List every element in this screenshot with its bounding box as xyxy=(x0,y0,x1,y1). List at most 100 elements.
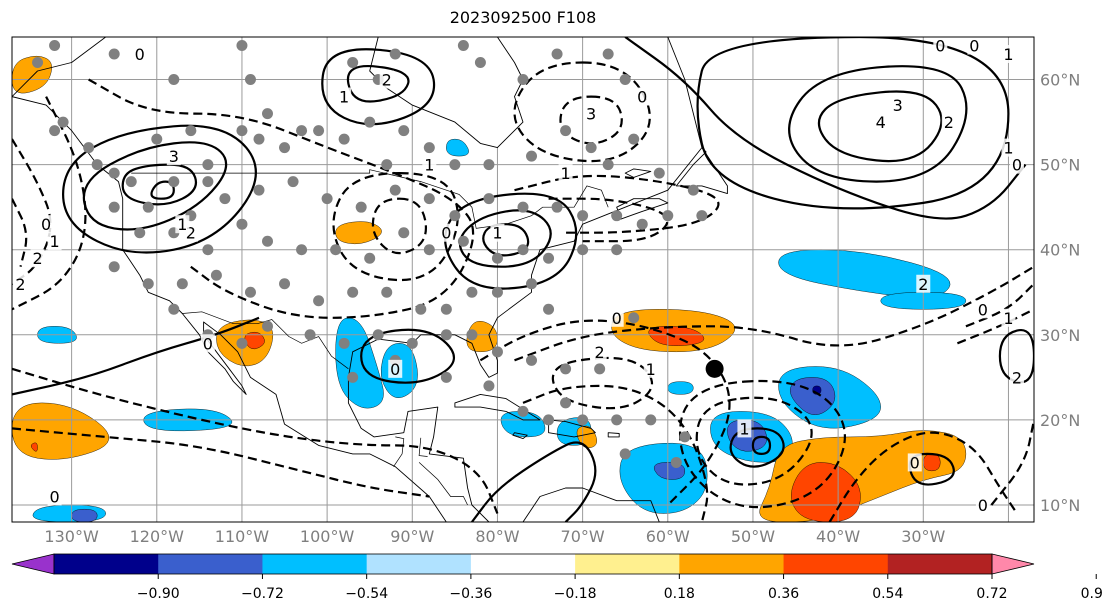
station-dot xyxy=(526,23,537,34)
station-dot xyxy=(543,414,555,426)
station-dot xyxy=(577,210,589,222)
shaded-region xyxy=(667,381,694,395)
station-dot xyxy=(611,414,623,426)
colorbar-arrow-high xyxy=(991,553,1035,575)
station-dot xyxy=(236,40,248,52)
station-dot xyxy=(108,201,120,213)
station-dot xyxy=(108,167,120,179)
station-dot xyxy=(202,159,214,171)
contour-label: 1 xyxy=(337,87,352,107)
contour-label: 0 xyxy=(39,215,54,234)
svg-text:1: 1 xyxy=(339,88,349,107)
latitude-label: 40°N xyxy=(1040,241,1080,260)
svg-text:0: 0 xyxy=(612,309,622,328)
station-dot xyxy=(389,184,401,196)
station-dot xyxy=(696,210,708,222)
storm-center-marker xyxy=(705,359,724,378)
station-dot xyxy=(560,125,572,137)
contour-dashed xyxy=(12,427,430,498)
station-dot xyxy=(57,116,69,128)
station-dot xyxy=(636,218,648,230)
contour-label: 0 xyxy=(132,45,147,64)
station-dot xyxy=(543,303,555,315)
contour-label: 2 xyxy=(916,274,931,294)
svg-text:0: 0 xyxy=(203,334,213,353)
contour-label: 1 xyxy=(422,155,437,175)
station-dot xyxy=(176,278,188,290)
station-dot xyxy=(560,397,572,409)
station-dot xyxy=(168,303,180,315)
contour-label: 3 xyxy=(166,147,181,166)
longitude-label: 90°W xyxy=(390,527,434,546)
shaded-region xyxy=(446,138,469,157)
station-dot xyxy=(449,210,461,222)
contour-label: 3 xyxy=(584,104,599,124)
station-dot xyxy=(577,414,589,426)
latitude-label: 20°N xyxy=(1040,411,1080,430)
station-dot xyxy=(219,193,231,205)
station-dot xyxy=(372,329,384,341)
svg-text:1: 1 xyxy=(492,224,502,243)
svg-text:0: 0 xyxy=(935,37,945,56)
contour-dashed xyxy=(371,197,427,255)
station-dot xyxy=(406,337,418,349)
station-dot xyxy=(364,116,376,128)
colorbar-tick-label: −0.72 xyxy=(241,586,284,602)
contour-solid xyxy=(471,441,597,522)
svg-text:0: 0 xyxy=(41,215,51,234)
station-dot xyxy=(185,125,197,137)
station-dot xyxy=(244,286,256,298)
colorbar-tick-label: −0.54 xyxy=(345,586,388,602)
station-dot xyxy=(440,329,452,341)
station-dot xyxy=(202,244,214,256)
station-dot xyxy=(49,40,61,52)
colorbar-segment xyxy=(470,554,576,574)
contour-dashed xyxy=(12,198,28,267)
station-dot xyxy=(415,303,427,315)
station-dot xyxy=(32,57,44,69)
longitude-label: 60°W xyxy=(646,527,690,546)
station-dot xyxy=(602,159,614,171)
shaded-region xyxy=(923,453,941,472)
colorbar-tick-label: 0.90 xyxy=(1081,586,1102,602)
contour-label: 1 xyxy=(1001,308,1016,328)
station-dot xyxy=(279,278,291,290)
svg-text:0: 0 xyxy=(441,224,451,243)
svg-text:1: 1 xyxy=(424,156,434,175)
shaded-region xyxy=(648,326,705,346)
contour-label: 1 xyxy=(490,223,505,243)
contour-label: 0 xyxy=(975,300,990,319)
svg-text:1: 1 xyxy=(1003,309,1013,328)
station-dot xyxy=(551,48,563,60)
station-dot xyxy=(526,354,538,366)
colorbar-segment xyxy=(54,554,159,574)
country-border xyxy=(418,462,468,506)
contour-label: 1 xyxy=(1001,45,1016,64)
contour-label: 1 xyxy=(1001,138,1016,158)
svg-text:2: 2 xyxy=(15,275,25,294)
station-dots xyxy=(32,23,708,468)
svg-text:0: 0 xyxy=(135,45,145,64)
station-dot xyxy=(457,235,469,247)
contour-solid xyxy=(458,209,552,268)
station-dot xyxy=(253,133,265,145)
latitude-labels: 10°N 20°N 30°N 40°N 50°N 60°N xyxy=(1040,71,1080,515)
station-dot xyxy=(662,210,674,222)
latitude-label: 50°N xyxy=(1040,156,1080,175)
station-dot xyxy=(466,286,478,298)
svg-text:0: 0 xyxy=(1012,156,1022,175)
latitude-label: 10°N xyxy=(1040,496,1080,515)
coastline xyxy=(607,432,620,438)
station-dot xyxy=(83,142,95,154)
station-dot xyxy=(151,133,163,145)
station-dot xyxy=(653,167,665,179)
station-dot xyxy=(168,176,180,188)
station-dot xyxy=(611,210,623,222)
station-dot xyxy=(236,125,248,137)
station-dot xyxy=(670,456,682,468)
station-dot xyxy=(236,337,248,349)
station-dot xyxy=(526,150,538,162)
contour-dashed xyxy=(678,379,846,509)
